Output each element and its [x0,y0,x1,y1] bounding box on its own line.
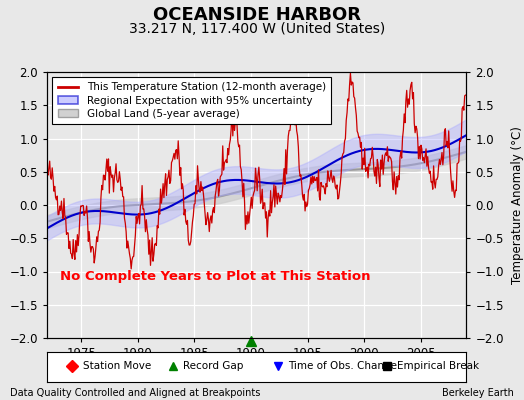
Text: Berkeley Earth: Berkeley Earth [442,388,514,398]
Text: Record Gap: Record Gap [183,362,244,371]
Text: OCEANSIDE HARBOR: OCEANSIDE HARBOR [153,6,361,24]
Text: Data Quality Controlled and Aligned at Breakpoints: Data Quality Controlled and Aligned at B… [10,388,261,398]
Text: Empirical Break: Empirical Break [397,362,479,371]
Legend: This Temperature Station (12-month average), Regional Expectation with 95% uncer: This Temperature Station (12-month avera… [52,77,331,124]
Text: No Complete Years to Plot at This Station: No Complete Years to Plot at This Statio… [60,270,370,283]
Text: Time of Obs. Change: Time of Obs. Change [288,362,397,371]
Y-axis label: Temperature Anomaly (°C): Temperature Anomaly (°C) [511,126,524,284]
Text: 33.217 N, 117.400 W (United States): 33.217 N, 117.400 W (United States) [128,22,385,36]
Text: Station Move: Station Move [83,362,151,371]
